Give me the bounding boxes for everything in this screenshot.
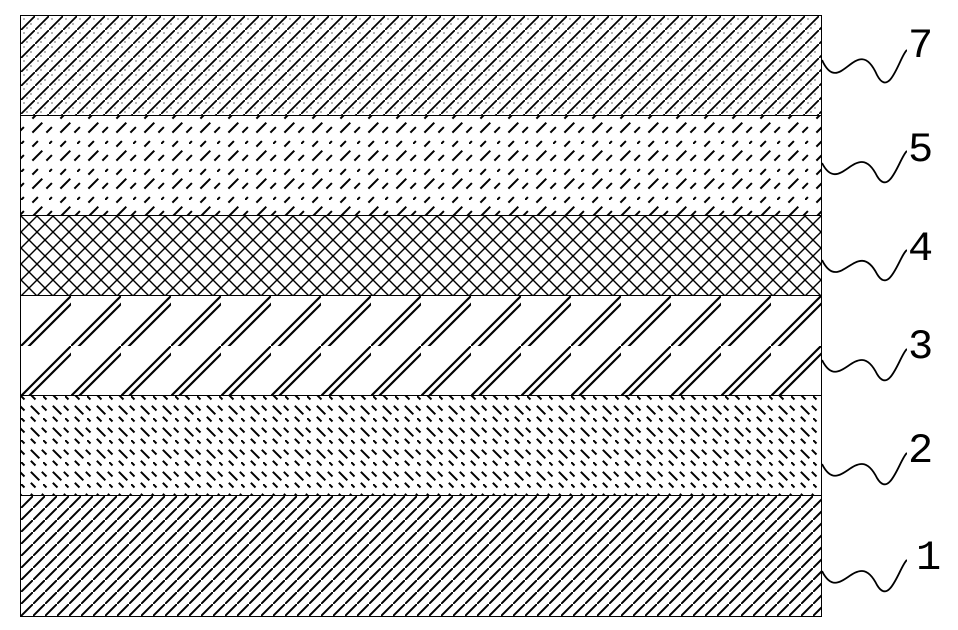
layer-5: [21, 116, 821, 216]
layer-7: [21, 16, 821, 116]
leader-3: [822, 346, 907, 401]
layer-1: [21, 496, 821, 616]
leader-2: [822, 450, 907, 505]
layer-2: [21, 396, 821, 496]
leader-1: [822, 557, 907, 612]
leader-7: [822, 45, 907, 105]
label-7: 7: [908, 22, 931, 70]
layer-3: [21, 296, 821, 396]
label-1: 1: [916, 534, 939, 582]
label-2: 2: [908, 427, 931, 475]
leader-5: [822, 148, 907, 203]
layer-stack: [20, 15, 822, 617]
label-5: 5: [908, 126, 931, 174]
leader-4: [822, 248, 907, 303]
label-4: 4: [908, 225, 931, 273]
label-3: 3: [908, 323, 931, 371]
layer-4: [21, 216, 821, 296]
